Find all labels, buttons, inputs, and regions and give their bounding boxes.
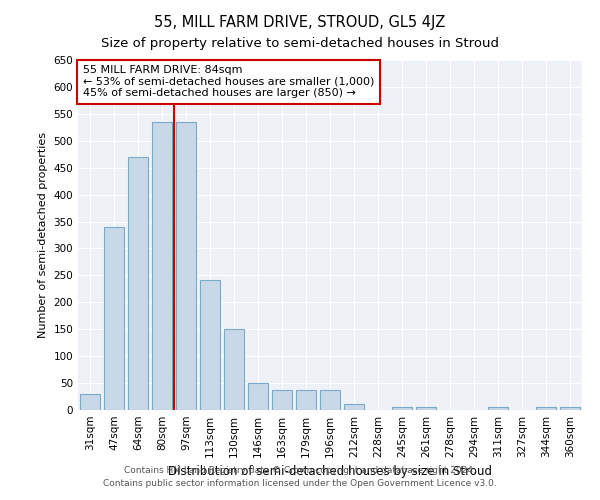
Bar xyxy=(272,390,292,410)
Bar xyxy=(200,280,220,410)
X-axis label: Distribution of semi-detached houses by size in Stroud: Distribution of semi-detached houses by … xyxy=(168,466,492,478)
Bar xyxy=(536,408,556,410)
Bar xyxy=(416,408,436,410)
Bar xyxy=(248,383,268,410)
Bar xyxy=(152,122,172,410)
Y-axis label: Number of semi-detached properties: Number of semi-detached properties xyxy=(38,132,48,338)
Bar xyxy=(224,329,244,410)
Bar xyxy=(176,122,196,410)
Bar xyxy=(296,390,316,410)
Text: 55, MILL FARM DRIVE, STROUD, GL5 4JZ: 55, MILL FARM DRIVE, STROUD, GL5 4JZ xyxy=(154,15,446,30)
Bar xyxy=(80,394,100,410)
Text: Size of property relative to semi-detached houses in Stroud: Size of property relative to semi-detach… xyxy=(101,38,499,51)
Bar xyxy=(104,227,124,410)
Bar xyxy=(344,404,364,410)
Text: Contains HM Land Registry data © Crown copyright and database right 2024.
Contai: Contains HM Land Registry data © Crown c… xyxy=(103,466,497,487)
Bar xyxy=(320,390,340,410)
Bar xyxy=(392,408,412,410)
Bar xyxy=(488,408,508,410)
Text: 55 MILL FARM DRIVE: 84sqm
← 53% of semi-detached houses are smaller (1,000)
45% : 55 MILL FARM DRIVE: 84sqm ← 53% of semi-… xyxy=(83,66,374,98)
Bar xyxy=(128,157,148,410)
Bar xyxy=(560,408,580,410)
